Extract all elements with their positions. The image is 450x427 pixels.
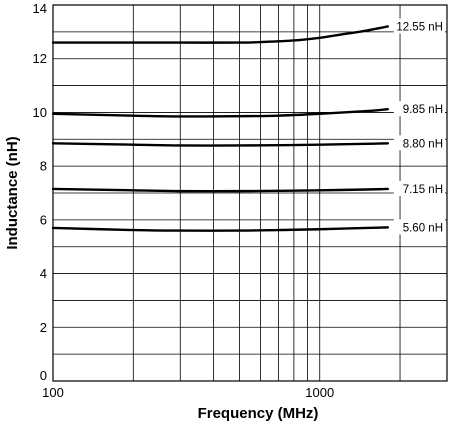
grid-lines — [52, 4, 447, 382]
x-tick-labels: 100 1000 — [42, 385, 334, 400]
series-line — [51, 226, 390, 232]
y-tick-labels: 0 2 4 6 8 10 12 14 — [33, 1, 47, 383]
y-tick-label: 8 — [40, 159, 47, 174]
x-axis-label: Frequency (MHz) — [198, 405, 319, 422]
series-label: 12.55 nH — [396, 21, 443, 33]
series-label: 7.15 nH — [403, 184, 443, 196]
series-lines — [51, 25, 390, 232]
series-label-background — [393, 219, 445, 235]
x-tick-label: 100 — [42, 385, 64, 400]
y-tick-label: 0 — [40, 368, 47, 383]
series-label: 8.80 nH — [403, 138, 443, 150]
series-line — [51, 25, 390, 44]
series-label-background — [393, 18, 445, 34]
series-labels: 12.55 nH 9.85 nH 8.80 nH 7.15 nH 5.60 nH — [393, 18, 445, 235]
y-tick-label: 14 — [33, 1, 47, 16]
series-label-background — [393, 135, 445, 151]
series-line — [51, 187, 390, 193]
y-tick-label: 10 — [33, 105, 47, 120]
series-label-background — [393, 101, 445, 117]
y-tick-label: 4 — [40, 266, 47, 281]
y-tick-label: 2 — [40, 320, 47, 335]
y-tick-label: 12 — [33, 51, 47, 66]
y-axis-label: Inductance (nH) — [4, 136, 21, 249]
y-tick-label: 6 — [40, 212, 47, 227]
series-line — [51, 108, 390, 118]
plot-frame — [52, 4, 448, 382]
series-label: 9.85 nH — [403, 104, 443, 116]
x-tick-label: 1000 — [305, 385, 334, 400]
series-label-background — [393, 180, 445, 196]
series-line — [51, 142, 390, 147]
series-label: 5.60 nH — [403, 222, 443, 234]
